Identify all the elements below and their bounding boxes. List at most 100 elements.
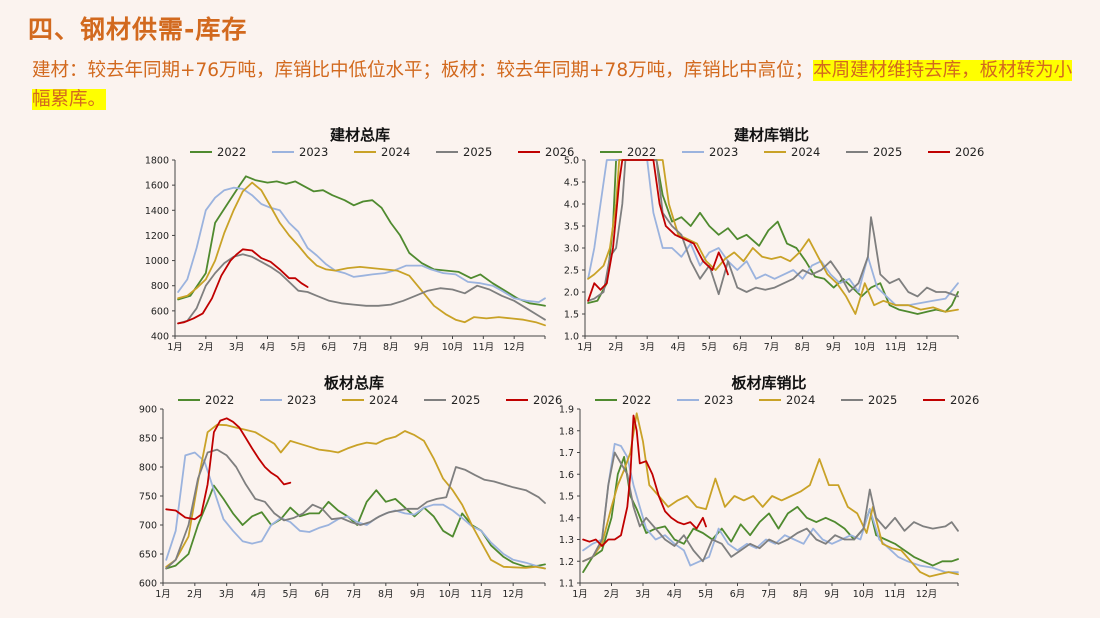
series-line-2026 xyxy=(165,417,292,521)
legend-label-2026: 2026 xyxy=(545,145,574,159)
chart-rebar-inventory-sales-ratio: 建材库销比 2022 2023 2024 2025 2026 1.0 1.5 2.0 2.5 3.0… xyxy=(564,126,984,353)
legend-label-2022: 2022 xyxy=(205,393,234,407)
y-tick-label: 800 xyxy=(139,463,157,474)
x-tick-label: 7月 xyxy=(764,342,780,353)
y-tick-label: 4.0 xyxy=(564,200,579,211)
y-tick-label: 2.5 xyxy=(564,266,579,277)
legend-label-2023: 2023 xyxy=(709,145,738,159)
x-tick-label: 4月 xyxy=(251,589,267,600)
legend-label-2023: 2023 xyxy=(287,393,316,407)
series-line-2026 xyxy=(177,248,309,325)
chart-plate-inventory-sales-ratio: 板材库销比 2022 2023 2024 2025 2026 1.1 1.2 1.3 1.4 1.5… xyxy=(559,374,979,600)
summary-plain: 建材：较去年同期+76万吨，库销比中低位水平；板材：较去年同期+78万吨，库销比… xyxy=(32,60,814,81)
x-tick-label: 1月 xyxy=(577,342,593,353)
chart-plate-total-inventory: 板材总库 2022 2023 2024 2025 2026 600 650 700 750 800 8… xyxy=(139,374,562,600)
legend-label-2022: 2022 xyxy=(217,145,246,159)
chart-title: 板材库销比 xyxy=(731,374,806,392)
x-tick-label: 4月 xyxy=(670,342,686,353)
legend-label-2024: 2024 xyxy=(786,393,815,407)
y-tick-label: 1800 xyxy=(145,156,169,167)
x-tick-label: 8月 xyxy=(383,342,399,353)
x-tick-label: 11月 xyxy=(471,589,493,600)
x-tick-label: 9月 xyxy=(824,589,840,600)
x-tick-label: 3月 xyxy=(635,589,651,600)
legend-label-2025: 2025 xyxy=(463,145,492,159)
series-line-2024 xyxy=(165,423,546,570)
x-tick-label: 3月 xyxy=(639,342,655,353)
chart-title: 建材库销比 xyxy=(734,126,809,144)
series-line-2024 xyxy=(582,412,959,578)
x-tick-label: 3月 xyxy=(219,589,235,600)
x-tick-label: 4月 xyxy=(667,589,683,600)
x-tick-label: 5月 xyxy=(702,342,718,353)
y-tick-label: 600 xyxy=(151,306,169,317)
legend-label-2026: 2026 xyxy=(533,393,562,407)
x-tick-label: 7月 xyxy=(352,342,368,353)
summary-text: 建材：较去年同期+76万吨，库销比中低位水平；板材：较去年同期+78万吨，库销比… xyxy=(32,56,1082,114)
legend-label-2024: 2024 xyxy=(791,145,820,159)
series-line-2026 xyxy=(587,159,729,302)
y-tick-label: 850 xyxy=(139,434,157,445)
y-tick-label: 1.1 xyxy=(559,579,574,590)
legend-label-2024: 2024 xyxy=(381,145,410,159)
x-tick-label: 2月 xyxy=(604,589,620,600)
y-tick-label: 1.3 xyxy=(559,535,574,546)
x-tick-label: 12月 xyxy=(916,342,938,353)
page-title: 四、钢材供需-库存 xyxy=(28,15,248,44)
x-tick-label: 1月 xyxy=(167,342,183,353)
y-tick-label: 800 xyxy=(151,281,169,292)
y-tick-label: 3.5 xyxy=(564,222,579,233)
x-tick-label: 10月 xyxy=(442,342,464,353)
chart-title: 板材总库 xyxy=(324,374,384,392)
x-tick-label: 11月 xyxy=(473,342,495,353)
x-tick-label: 8月 xyxy=(793,589,809,600)
y-tick-label: 1600 xyxy=(145,181,169,192)
y-tick-label: 1.4 xyxy=(559,513,574,524)
y-tick-label: 1.6 xyxy=(559,470,574,481)
x-tick-label: 6月 xyxy=(321,342,337,353)
x-tick-label: 12月 xyxy=(503,342,525,353)
x-tick-label: 10月 xyxy=(853,589,875,600)
chart-rebar-total-inventory: 建材总库 2022 2023 2024 2025 2026 400 600 800 1000 120… xyxy=(145,126,574,353)
y-tick-label: 5.0 xyxy=(564,156,579,167)
y-tick-label: 2.0 xyxy=(564,288,579,299)
legend-label-2026: 2026 xyxy=(955,145,984,159)
y-tick-label: 1.8 xyxy=(559,426,574,437)
x-tick-label: 1月 xyxy=(155,589,171,600)
series-line-2022 xyxy=(582,456,959,573)
x-tick-label: 12月 xyxy=(502,589,524,600)
x-tick-label: 12月 xyxy=(916,589,938,600)
legend-label-2025: 2025 xyxy=(873,145,902,159)
series-line-2022 xyxy=(587,159,959,315)
series-line-2023 xyxy=(587,159,959,307)
x-tick-label: 3月 xyxy=(229,342,245,353)
y-tick-label: 1.7 xyxy=(559,448,574,459)
x-tick-label: 5月 xyxy=(283,589,299,600)
legend-label-2023: 2023 xyxy=(299,145,328,159)
y-tick-label: 900 xyxy=(139,405,157,416)
y-tick-label: 1.5 xyxy=(564,310,579,321)
series-line-2024 xyxy=(587,159,959,315)
x-tick-label: 2月 xyxy=(198,342,214,353)
series-line-2025 xyxy=(177,253,546,325)
y-tick-label: 4.5 xyxy=(564,178,579,189)
x-tick-label: 1月 xyxy=(572,589,588,600)
x-tick-label: 5月 xyxy=(291,342,307,353)
legend-label-2024: 2024 xyxy=(369,393,398,407)
x-tick-label: 9月 xyxy=(410,589,426,600)
y-tick-label: 1.0 xyxy=(564,332,579,343)
y-tick-label: 750 xyxy=(139,492,157,503)
chart-title: 建材总库 xyxy=(330,126,390,144)
y-tick-label: 400 xyxy=(151,332,169,343)
series-line-2023 xyxy=(165,451,546,570)
x-tick-label: 9月 xyxy=(414,342,430,353)
x-tick-label: 2月 xyxy=(187,589,203,600)
x-tick-label: 8月 xyxy=(378,589,394,600)
x-tick-label: 2月 xyxy=(608,342,624,353)
x-tick-label: 6月 xyxy=(730,589,746,600)
x-tick-label: 11月 xyxy=(885,342,907,353)
y-tick-label: 1000 xyxy=(145,256,169,267)
x-tick-label: 10月 xyxy=(854,342,876,353)
series-line-2023 xyxy=(177,186,546,303)
x-tick-label: 6月 xyxy=(733,342,749,353)
